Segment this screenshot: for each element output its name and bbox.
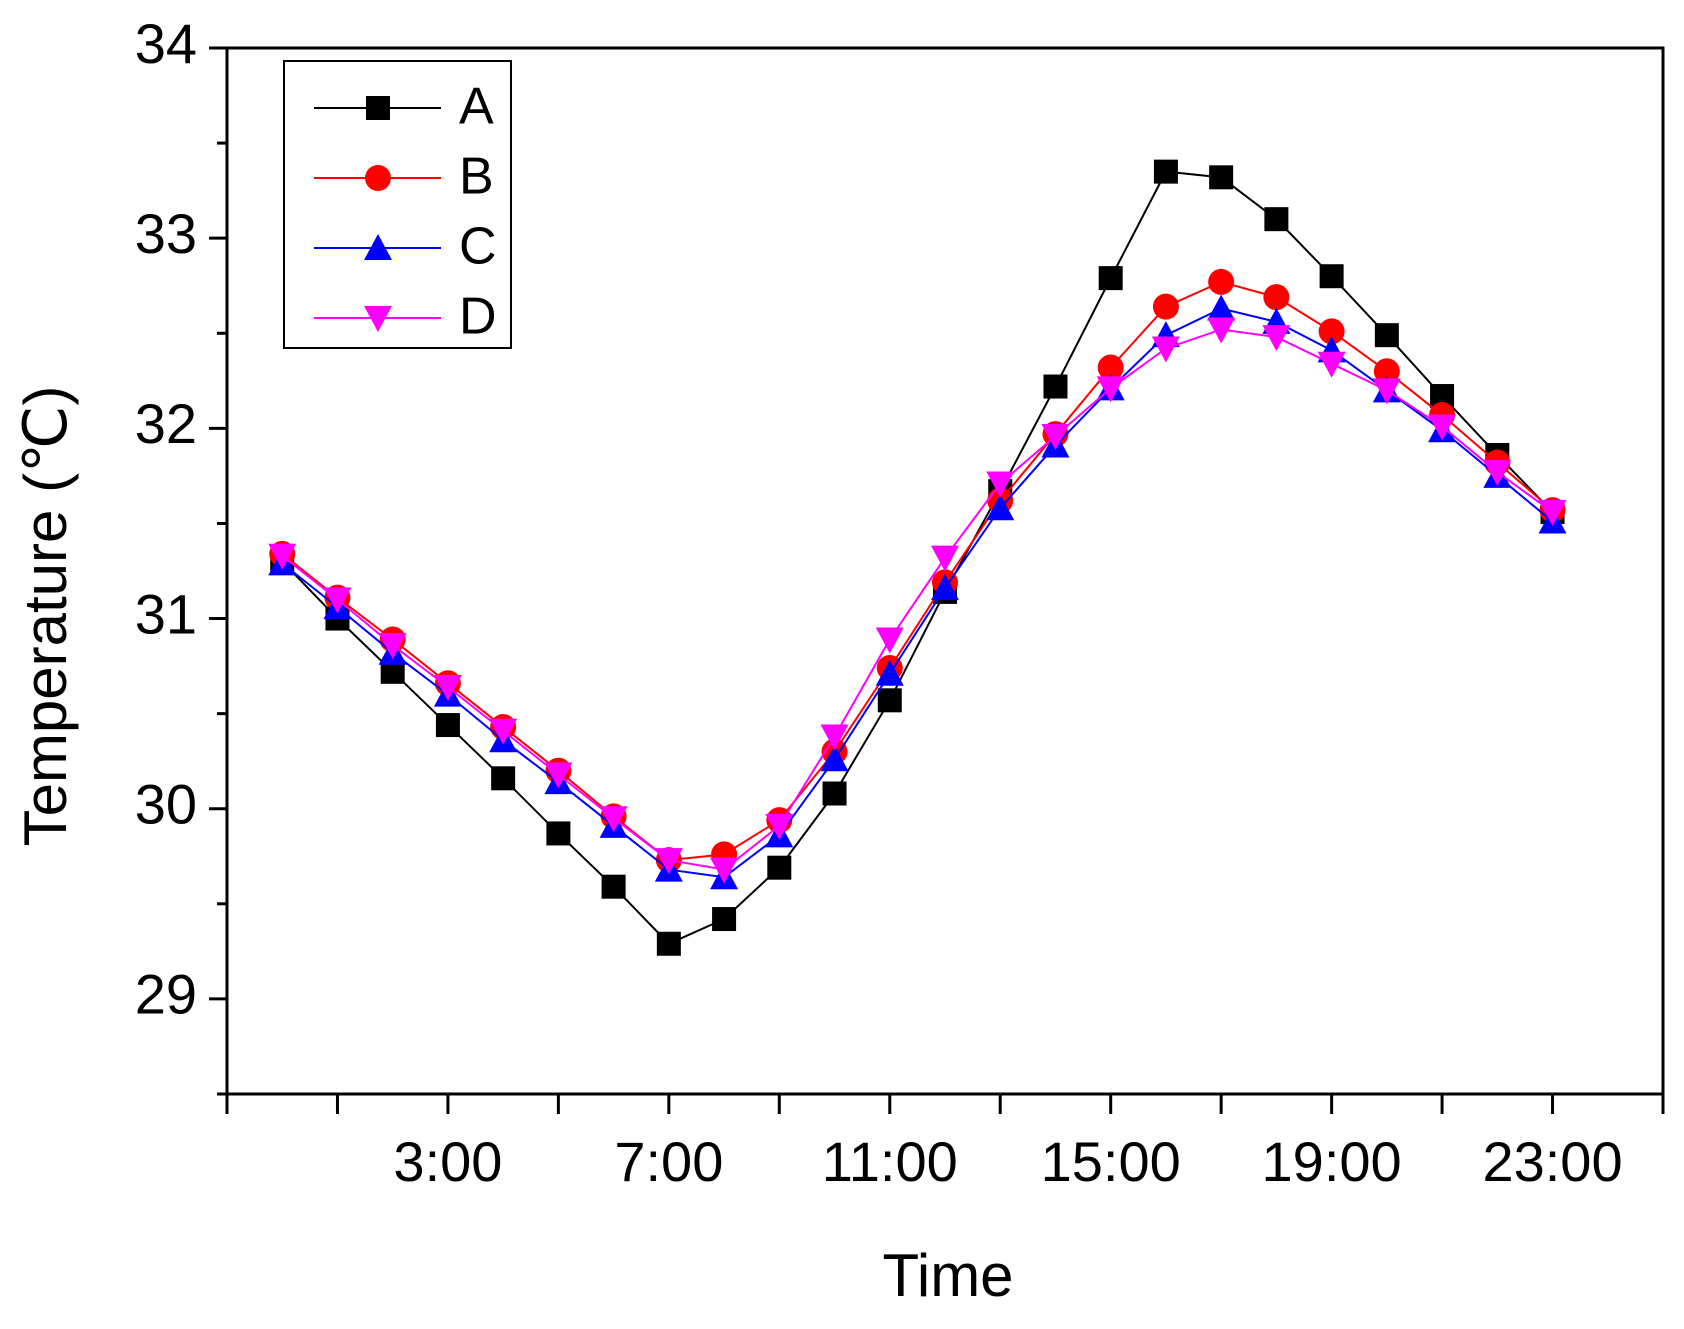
marker: [1319, 264, 1344, 289]
y-tick-label: 32: [135, 392, 197, 455]
marker: [820, 724, 849, 751]
marker: [491, 766, 516, 791]
marker: [1538, 500, 1567, 527]
series-line: [281, 280, 1554, 862]
marker: [366, 96, 390, 120]
marker: [364, 306, 392, 332]
marker: [1317, 351, 1346, 378]
marker: [712, 907, 737, 932]
marker: [1098, 266, 1123, 291]
marker: [1207, 294, 1236, 321]
x-axis-label: Time: [882, 1242, 1013, 1309]
marker: [268, 543, 297, 570]
marker: [1263, 284, 1290, 311]
marker: [931, 574, 959, 601]
marker: [433, 675, 462, 702]
marker: [767, 855, 792, 880]
marker: [599, 806, 628, 833]
marker: [1208, 268, 1235, 295]
y-tick-label: 31: [135, 582, 197, 645]
marker: [1207, 317, 1236, 344]
marker: [1318, 318, 1345, 345]
x-tick-label: 15:00: [1041, 1130, 1181, 1193]
legend-label: B: [459, 148, 494, 206]
marker: [489, 718, 518, 745]
marker: [1209, 165, 1234, 190]
x-tick-label: 23:00: [1482, 1130, 1622, 1193]
marker: [877, 688, 902, 713]
marker: [546, 821, 571, 846]
marker: [875, 627, 904, 654]
marker: [765, 813, 794, 840]
marker: [1264, 207, 1289, 232]
y-tick-label: 29: [135, 963, 197, 1026]
marker: [365, 165, 391, 191]
marker: [710, 857, 739, 884]
marker: [931, 545, 959, 572]
marker: [1151, 336, 1180, 363]
marker: [435, 713, 460, 738]
marker: [822, 781, 847, 806]
marker: [1372, 378, 1401, 405]
y-axis-label: Temperature (℃): [12, 386, 79, 847]
x-tick-label: 7:00: [614, 1130, 723, 1193]
marker: [1483, 460, 1512, 487]
x-tick-label: 11:00: [822, 1130, 958, 1193]
marker: [820, 745, 849, 772]
y-tick-label: 34: [135, 12, 197, 75]
marker: [1428, 414, 1457, 441]
marker: [1373, 358, 1400, 385]
plot-frame: [225, 46, 1665, 1096]
marker: [601, 874, 626, 899]
marker: [544, 762, 573, 789]
marker: [323, 587, 352, 614]
marker: [986, 494, 1015, 521]
marker: [986, 471, 1015, 498]
marker: [1097, 354, 1124, 381]
y-tick-label: 30: [135, 773, 197, 836]
series-line: [281, 307, 1554, 879]
x-tick-label: 19:00: [1262, 1130, 1402, 1193]
marker: [1262, 325, 1291, 352]
marker: [875, 659, 904, 686]
marker: [1374, 323, 1399, 348]
marker: [654, 848, 683, 875]
marker: [656, 931, 681, 956]
x-tick-label: 3:00: [393, 1130, 502, 1193]
marker: [1152, 293, 1179, 320]
marker: [1041, 423, 1070, 450]
marker: [364, 234, 392, 260]
marker: [1153, 159, 1178, 184]
series-line: [281, 328, 1554, 871]
marker: [1096, 376, 1125, 403]
legend-label: A: [459, 78, 494, 136]
marker: [1043, 374, 1068, 399]
y-tick-label: 33: [135, 202, 197, 265]
legend-label: D: [459, 288, 497, 346]
legend-label: C: [459, 218, 497, 276]
marker: [378, 633, 407, 660]
